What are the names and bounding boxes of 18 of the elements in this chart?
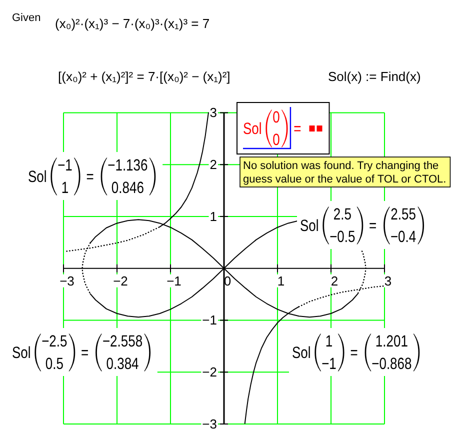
y-tick-label: −3: [202, 416, 217, 432]
x-tick-label: −1: [166, 273, 182, 288]
text: [(x₀)² + (x₁)²]² = 7·[(x₀)² − (x₁)²]: [58, 69, 230, 84]
text: Sol(x) := Find(x): [328, 69, 421, 84]
x-tick-label: −2: [113, 273, 128, 288]
y-tick-label: 1: [210, 208, 217, 224]
x-tick-label: 0: [224, 273, 232, 288]
text: (x₀)²·(x₁)³ − 7·(x₀)³·(x₁)³ = 7: [55, 16, 210, 31]
text: Given: [12, 12, 41, 24]
x-tick-label: −3: [60, 273, 74, 288]
y-tick-label: −2: [202, 364, 217, 380]
x-tick-label: 3: [384, 273, 392, 288]
y-tick-label: −1: [202, 312, 217, 328]
x-tick-label: 2: [330, 273, 338, 288]
y-tick-label: 3: [210, 105, 217, 120]
y-tick-label: 2: [210, 157, 217, 172]
annotation: No solution was found. Try changing the guess value or the value of TOL or CTOL.: [243, 160, 446, 186]
x-tick-label: 1: [277, 273, 285, 288]
